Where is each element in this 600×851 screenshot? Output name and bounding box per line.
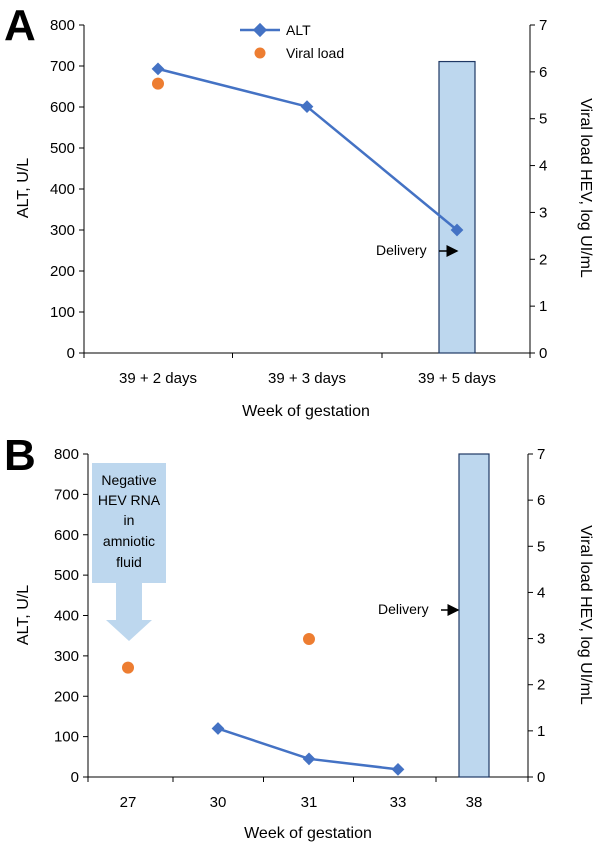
y-tick-label: 300	[54, 648, 79, 665]
x-tick-label: 33	[390, 794, 407, 811]
x-tick-label: 39 + 3 days	[268, 370, 346, 387]
alt-series-line	[157, 67, 458, 231]
x-tick-label: 38	[466, 794, 483, 811]
panel-letter-a: A	[4, 1, 36, 50]
x-axis-title: Week of gestation	[242, 403, 370, 420]
y2-tick-label: 3	[537, 631, 545, 648]
y2-axis-title: Viral load HEV, log UI/mL	[577, 525, 594, 705]
y2-tick-label: 2	[537, 677, 545, 694]
delivery-bars	[438, 60, 476, 354]
y2-tick-label: 7	[539, 17, 547, 34]
y-tick-label: 800	[54, 446, 79, 463]
delivery-bar	[458, 453, 490, 778]
axes: 0 100 200 300 400 500 600 700 800 0 1 2 3 4 5 6 7 27 30 31 3…	[54, 446, 545, 811]
annotation-delivery: Delivery	[378, 601, 429, 617]
panel-letter-b: B	[4, 431, 36, 480]
y2-tick-label: 2	[539, 251, 547, 268]
y2-tick-label: 1	[539, 298, 547, 315]
y-axis-title: ALT, U/L	[15, 585, 32, 645]
chart-panel-b: B 0 100 200 300 400 500 600 700 800 0 1 2 3 4 5 6 7 27 30 3…	[4, 431, 594, 842]
y-tick-label: 400	[54, 608, 79, 625]
y-tick-label: 100	[54, 729, 79, 746]
annotation-box	[92, 463, 166, 583]
x-tick-label: 39 + 5 days	[418, 370, 496, 387]
x-axis-title: Week of gestation	[244, 825, 372, 842]
viral-load-point	[303, 633, 315, 646]
y-tick-label: 0	[71, 769, 79, 786]
y-tick-label: 700	[50, 58, 75, 75]
delivery-bars	[458, 453, 490, 778]
series	[122, 633, 405, 776]
annotation-box-line-3: in	[124, 512, 135, 528]
y2-tick-label: 0	[537, 769, 545, 786]
delivery-bar	[438, 60, 476, 354]
axes: 0 100 200 300 400 500 600 700 800 0 1 2 3 4 5 6 7 39 + 2 …	[50, 17, 547, 387]
legend-label-alt: ALT	[286, 22, 311, 38]
y2-tick-label: 5	[537, 538, 545, 555]
series	[151, 62, 464, 237]
x-tick-label: 39 + 2 days	[119, 370, 197, 387]
annotation-down-arrow	[106, 583, 152, 641]
y-tick-label: 0	[67, 345, 75, 362]
alt-point	[302, 752, 316, 766]
y-tick-label: 800	[50, 17, 75, 34]
chart-panel-a: A ALT Viral load 0 100 200 300 400 500 600 700 8…	[4, 1, 594, 420]
y2-tick-label: 5	[539, 111, 547, 128]
annotations: Negative HEV RNA in amniotic fluid Deliv…	[92, 463, 460, 641]
y-tick-label: 200	[54, 688, 79, 705]
y2-tick-label: 1	[537, 723, 545, 740]
viral-load-point	[122, 661, 134, 674]
annotation-box-line-2: HEV RNA	[98, 492, 161, 508]
x-tick-label: 27	[120, 794, 137, 811]
y-tick-label: 400	[50, 181, 75, 198]
y2-tick-label: 4	[537, 584, 545, 601]
y2-tick-label: 4	[539, 158, 547, 175]
y-tick-label: 600	[50, 99, 75, 116]
legend-label-viral-load: Viral load	[286, 45, 344, 61]
legend-viral-load-marker	[254, 47, 266, 59]
annotation-box-line-5: fluid	[116, 554, 142, 570]
y2-axis-title: Viral load HEV, log UI/mL	[577, 98, 594, 278]
legend-alt-marker	[252, 22, 268, 38]
legend: ALT Viral load	[240, 22, 344, 61]
y-tick-label: 200	[50, 263, 75, 280]
x-tick-label: 31	[301, 794, 318, 811]
annotation-box-line-1: Negative	[101, 472, 156, 488]
y2-tick-label: 0	[539, 345, 547, 362]
y2-tick-label: 6	[539, 64, 547, 81]
y2-tick-label: 6	[537, 492, 545, 509]
alt-point	[391, 762, 405, 776]
y-axis-title: ALT, U/L	[15, 158, 32, 218]
y2-tick-label: 7	[537, 446, 545, 463]
alt-point	[300, 100, 314, 113]
annotations: Delivery	[376, 242, 459, 258]
annotation-delivery: Delivery	[376, 242, 427, 258]
y-tick-label: 100	[50, 304, 75, 321]
y-tick-label: 300	[50, 222, 75, 239]
y-tick-label: 500	[50, 140, 75, 157]
y-tick-label: 500	[54, 567, 79, 584]
annotation-box-line-4: amniotic	[103, 533, 155, 549]
y-tick-label: 600	[54, 527, 79, 544]
y-tick-label: 700	[54, 486, 79, 503]
x-tick-label: 30	[210, 794, 227, 811]
viral-load-point	[152, 77, 164, 90]
alt-point	[450, 223, 464, 237]
alt-point	[211, 722, 225, 735]
alt-point	[151, 62, 165, 76]
y2-tick-label: 3	[539, 204, 547, 221]
